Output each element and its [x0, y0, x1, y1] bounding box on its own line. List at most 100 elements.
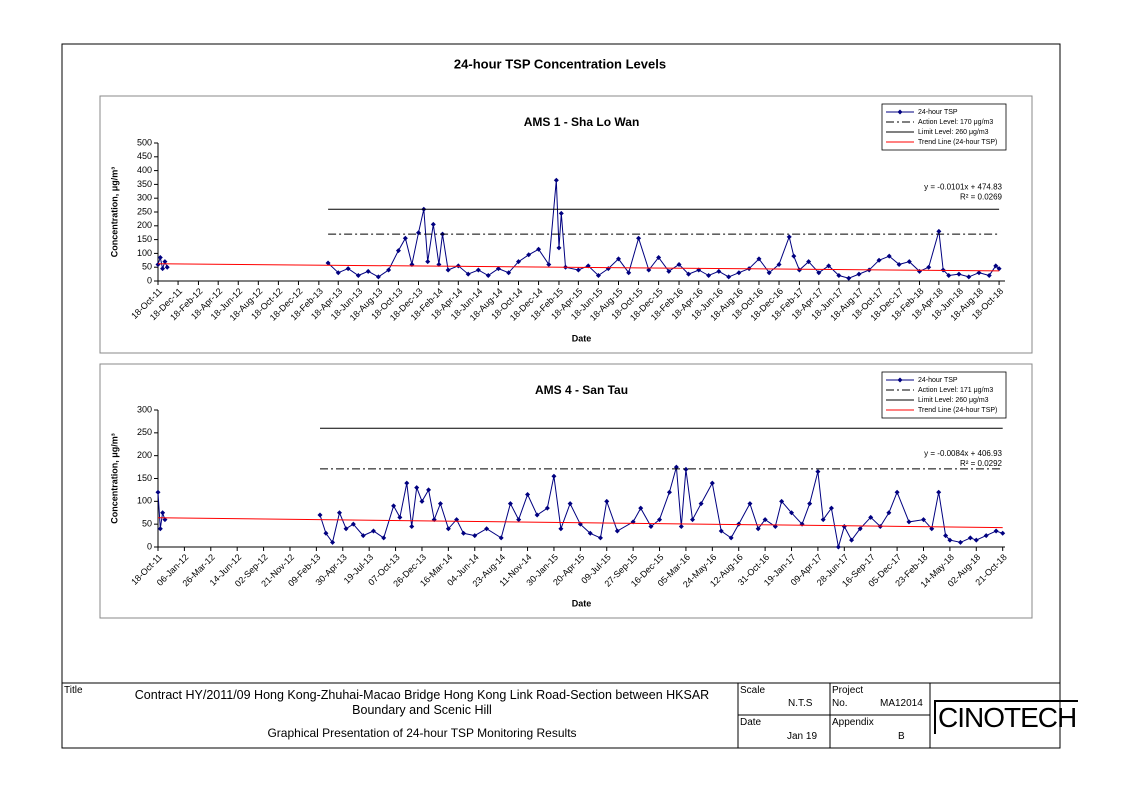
data-point [886, 253, 892, 259]
page-title: 24-hour TSP Concentration Levels [454, 56, 666, 71]
data-point [516, 259, 522, 265]
data-point [461, 530, 467, 536]
y-tick-label: 150 [137, 473, 152, 483]
data-point [323, 530, 329, 536]
data-point [160, 510, 166, 516]
data-point [921, 517, 927, 523]
data-point [614, 528, 620, 534]
data-point [365, 268, 371, 274]
series-line [157, 466, 1003, 548]
legend-label: Limit Level: 260 μg/m3 [918, 397, 989, 404]
data-point [558, 526, 564, 532]
data-point [846, 275, 852, 281]
data-point [155, 489, 161, 495]
data-point [943, 533, 949, 539]
data-point [157, 526, 163, 532]
legend-label: 24-hour TSP [918, 377, 958, 384]
data-point [498, 535, 504, 541]
data-point [983, 533, 989, 539]
data-point [957, 539, 963, 545]
data-point [926, 264, 932, 270]
y-tick-label: 450 [137, 151, 152, 161]
data-point [806, 259, 812, 265]
data-point [986, 272, 992, 278]
data-point [973, 537, 979, 543]
data-point [816, 270, 822, 276]
data-point [546, 261, 552, 267]
data-point [876, 257, 882, 263]
y-tick-label: 250 [137, 427, 152, 437]
data-point [544, 505, 550, 511]
data-point [789, 510, 795, 516]
data-point [996, 266, 1002, 272]
y-tick-label: 250 [137, 206, 152, 216]
data-point [886, 510, 892, 516]
charts: AMS 1 - Sha Lo Wan Date Concentration, μg/… [99, 95, 1033, 619]
legend-label: Trend Line (24-hour TSP) [918, 407, 997, 414]
trend-annotation: y = -0.0101x + 474.83 [924, 182, 1002, 191]
date: Jan 19 [787, 731, 818, 742]
data-point [495, 266, 501, 272]
data-point [445, 526, 451, 532]
data-point [425, 259, 431, 265]
data-point [472, 533, 478, 539]
data-point [706, 272, 712, 278]
data-point [807, 501, 813, 507]
y-tick-label: 200 [137, 220, 152, 230]
data-point [345, 266, 351, 272]
y-tick-label: 350 [137, 179, 152, 189]
data-point [484, 526, 490, 532]
scale: N.T.S [788, 698, 813, 709]
y-tick-label: 300 [137, 193, 152, 203]
data-point [868, 514, 874, 520]
data-point [397, 514, 403, 520]
data-point [690, 517, 696, 523]
chart-frame [99, 95, 1033, 354]
legend-label: Trend Line (24-hour TSP) [918, 139, 997, 146]
data-point [993, 263, 999, 269]
data-point [534, 512, 540, 518]
data-point [343, 526, 349, 532]
data-point [157, 255, 163, 261]
data-point [683, 466, 689, 472]
data-point [718, 528, 724, 534]
data-point [906, 519, 912, 525]
data-point [836, 272, 842, 278]
y-tick-label: 0 [147, 275, 152, 285]
legend-label: Action Level: 171 μg/m3 [918, 387, 993, 394]
data-point [551, 473, 557, 479]
y-axis-label: Concentration, μg/m³ [109, 433, 119, 524]
data-point [485, 272, 491, 278]
data-point [856, 271, 862, 277]
data-point [736, 270, 742, 276]
data-point [430, 221, 436, 227]
date-label: Date [740, 717, 762, 728]
data-point [587, 530, 593, 536]
data-point [414, 485, 420, 491]
data-point [726, 274, 732, 280]
data-point [756, 256, 762, 262]
data-point [395, 248, 401, 254]
data-point [597, 535, 603, 541]
data-point [402, 235, 408, 241]
appendix-label: Appendix [832, 717, 874, 728]
data-point [426, 487, 432, 493]
x-axis-label: Date [572, 598, 592, 608]
data-point [993, 528, 999, 534]
project-label: Project [832, 685, 864, 696]
data-point [386, 267, 392, 273]
chart-title: AMS 4 - San Tau [535, 383, 628, 397]
data-point [381, 535, 387, 541]
data-point [465, 271, 471, 277]
data-point [556, 245, 562, 251]
data-point [648, 523, 654, 529]
chart-title: AMS 1 - Sha Lo Wan [524, 115, 640, 129]
data-point [835, 544, 841, 550]
legend-marker [897, 377, 903, 383]
y-axis-label: Concentration, μg/m³ [109, 167, 119, 258]
data-point [330, 539, 336, 545]
data-point [419, 498, 425, 504]
data-point [360, 533, 366, 539]
y-tick-label: 100 [137, 248, 152, 258]
scale-label: Scale [740, 685, 766, 696]
